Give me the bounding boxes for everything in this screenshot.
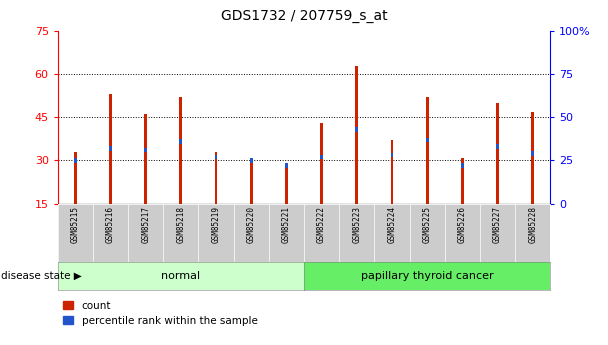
Bar xyxy=(496,145,499,149)
Text: GSM85217: GSM85217 xyxy=(141,206,150,244)
Text: GSM85224: GSM85224 xyxy=(387,206,396,244)
Bar xyxy=(461,164,464,168)
Bar xyxy=(179,97,182,204)
Bar xyxy=(426,138,429,142)
Bar xyxy=(250,158,253,162)
Text: GSM85218: GSM85218 xyxy=(176,206,185,244)
Bar xyxy=(320,123,323,204)
Text: GSM85220: GSM85220 xyxy=(247,206,256,244)
Bar xyxy=(74,152,77,204)
Text: GSM85216: GSM85216 xyxy=(106,206,115,244)
Text: GSM85227: GSM85227 xyxy=(493,206,502,244)
Bar xyxy=(390,140,393,204)
Bar xyxy=(285,163,288,204)
Bar xyxy=(250,158,253,204)
Text: GSM85225: GSM85225 xyxy=(423,206,432,244)
Text: disease state ▶: disease state ▶ xyxy=(1,271,82,281)
Text: normal: normal xyxy=(161,271,201,281)
Text: GSM85223: GSM85223 xyxy=(352,206,361,244)
Bar xyxy=(215,155,218,159)
Bar xyxy=(109,94,112,204)
Bar xyxy=(285,164,288,168)
Bar xyxy=(215,152,218,204)
Text: GDS1732 / 207759_s_at: GDS1732 / 207759_s_at xyxy=(221,9,387,23)
Text: GSM85222: GSM85222 xyxy=(317,206,326,244)
Bar xyxy=(355,127,358,131)
Bar xyxy=(144,115,147,204)
Text: GSM85221: GSM85221 xyxy=(282,206,291,244)
Bar xyxy=(144,148,147,152)
Text: GSM85215: GSM85215 xyxy=(71,206,80,244)
Bar xyxy=(461,158,464,204)
Bar xyxy=(426,97,429,204)
Bar xyxy=(531,111,534,204)
Text: GSM85228: GSM85228 xyxy=(528,206,537,244)
Bar xyxy=(179,139,182,144)
Bar xyxy=(74,158,77,162)
Bar xyxy=(390,153,393,157)
Bar xyxy=(531,151,534,156)
Text: papillary thyroid cancer: papillary thyroid cancer xyxy=(361,271,494,281)
Bar xyxy=(355,66,358,204)
Bar xyxy=(320,155,323,159)
Bar xyxy=(109,146,112,150)
Text: GSM85226: GSM85226 xyxy=(458,206,467,244)
Bar xyxy=(496,103,499,204)
Legend: count, percentile rank within the sample: count, percentile rank within the sample xyxy=(63,301,258,326)
Text: GSM85219: GSM85219 xyxy=(212,206,221,244)
